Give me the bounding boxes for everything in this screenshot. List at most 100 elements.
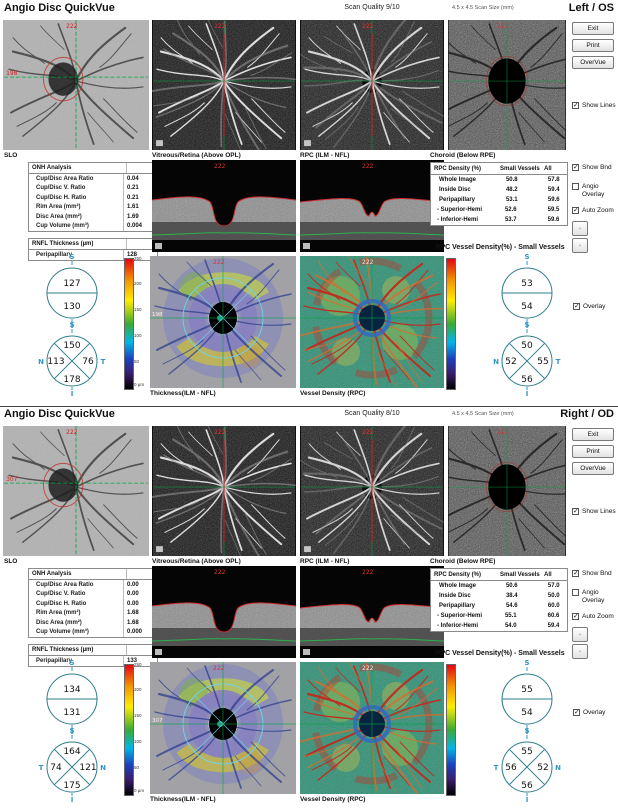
column-header-all: All bbox=[544, 165, 552, 172]
checkbox-box[interactable] bbox=[572, 508, 579, 515]
row-value-small: 54.0 bbox=[504, 623, 517, 629]
row-label: Cup Volume (mm³) bbox=[36, 223, 89, 230]
svg-text:222: 222 bbox=[362, 665, 374, 672]
zoom-in-button[interactable] bbox=[572, 221, 588, 236]
show-bnd-checkbox[interactable]: Show Bnd bbox=[572, 164, 612, 172]
table-row: Cup Volume (mm³) 0.000 bbox=[29, 627, 157, 637]
auto-zoom-checkbox[interactable]: Auto Zoom bbox=[572, 207, 614, 215]
checkbox-box[interactable] bbox=[572, 589, 579, 596]
scan-quality: Scan Quality 9/10 bbox=[344, 4, 400, 11]
overvue-button[interactable]: OverVue bbox=[572, 462, 614, 475]
rpc-density-table: RPC Density (%) Small Vessels All Whole … bbox=[430, 568, 568, 632]
table-row: Disc Area (mm²) 1.68 bbox=[29, 618, 157, 628]
vessel-density-map-label: Vessel Density (RPC) bbox=[300, 796, 366, 803]
checkbox-box[interactable] bbox=[573, 709, 580, 716]
left-quad-value: 52 bbox=[505, 357, 516, 367]
superior-quad-value: 55 bbox=[521, 747, 532, 757]
superior-letter: S bbox=[524, 321, 529, 329]
inferior-letter: I bbox=[526, 390, 529, 396]
colorbar-tick: 150 bbox=[134, 713, 142, 718]
rnfl-quadrant-diagram: S 150 113 76 178 N T I bbox=[22, 320, 122, 396]
right-quad-letter: N bbox=[100, 764, 106, 772]
row-value-small: 50.8 bbox=[505, 177, 518, 183]
thickness-colorbar: 250 200 150 100 50 0 µm bbox=[124, 662, 150, 796]
checkbox-box[interactable] bbox=[572, 613, 579, 620]
row-label: Rim Area (mm²) bbox=[36, 204, 81, 211]
table-row: Inside Disc 48.2 59.4 bbox=[431, 185, 567, 195]
lower-segmentation-line bbox=[300, 232, 444, 236]
rpc-angio-image: 222 bbox=[300, 426, 444, 556]
zoom-in-button[interactable] bbox=[572, 627, 588, 642]
colorbar-gradient bbox=[446, 258, 456, 390]
angio-overlay-checkbox[interactable]: Angio Overlay bbox=[572, 183, 612, 198]
choroid-angio-image: 222 bbox=[448, 426, 566, 556]
table-row: - Inferior-Hemi 53.7 59.6 bbox=[431, 215, 567, 225]
colorbar-tick: 100 bbox=[134, 333, 142, 338]
superior-hemi-value: 53 bbox=[521, 279, 532, 289]
row-value-small: 53.1 bbox=[505, 197, 518, 203]
row-value: 1.68 bbox=[123, 618, 157, 628]
rpc-label: RPC (ILM - NFL) bbox=[300, 152, 350, 159]
zoom-out-button[interactable] bbox=[572, 644, 588, 659]
eye-report-panel: Angio Disc QuickVue Scan Quality 8/10 4.… bbox=[0, 406, 618, 812]
row-value: 0.00 bbox=[123, 589, 157, 599]
layer-icon bbox=[303, 243, 310, 249]
show-lines-checkbox[interactable]: Show Lines bbox=[572, 508, 616, 516]
show-bnd-checkbox[interactable]: Show Bnd bbox=[572, 570, 612, 578]
vitreous-bscan-image: 222 bbox=[152, 566, 296, 658]
overvue-button[interactable]: OverVue bbox=[572, 56, 614, 69]
angio-overlay-checkbox[interactable]: Angio Overlay bbox=[572, 589, 612, 604]
overlay-checkbox[interactable]: Overlay bbox=[573, 303, 605, 311]
table-row: Rim Area (mm²) 1.68 bbox=[29, 608, 157, 618]
row-label: Cup/Disc H. Ratio bbox=[36, 600, 87, 607]
row-label: Whole Image bbox=[439, 177, 477, 183]
print-button[interactable]: Print bbox=[572, 445, 614, 458]
colorbar-tick: 100 bbox=[134, 739, 142, 744]
row-value-all: 59.4 bbox=[547, 187, 560, 193]
checkbox-label: Overlay bbox=[583, 709, 606, 716]
table-row: Peripapillary 133 bbox=[29, 656, 157, 666]
layer-icon bbox=[155, 649, 162, 655]
onh-analysis-title: ONH Analysis bbox=[32, 571, 72, 577]
colorbar-tick: 150 bbox=[134, 307, 142, 312]
table-row: Cup Volume (mm³) 0.004 bbox=[29, 221, 157, 231]
rnfl-hemisphere-diagram: S 127 130 I bbox=[22, 252, 122, 328]
checkbox-box[interactable] bbox=[573, 303, 580, 310]
table-row: Cup/Disc V. Ratio 0.21 bbox=[29, 183, 157, 193]
print-button[interactable]: Print bbox=[572, 39, 614, 52]
colorbar-gradient bbox=[124, 258, 134, 390]
row-label: Disc Area (mm²) bbox=[36, 619, 82, 626]
checkbox-label: Show Lines bbox=[582, 508, 616, 515]
superior-letter: S bbox=[524, 253, 529, 261]
checkbox-box[interactable] bbox=[572, 207, 579, 214]
inferior-hemi-value: 54 bbox=[521, 302, 533, 312]
left-quad-letter: N bbox=[493, 358, 499, 366]
row-label: Inside Disc bbox=[439, 593, 471, 599]
choroid-label: Choroid (Below RPE) bbox=[430, 152, 496, 159]
exit-button[interactable]: Exit bbox=[572, 428, 614, 441]
checkbox-box[interactable] bbox=[572, 102, 579, 109]
checkbox-box[interactable] bbox=[572, 183, 579, 190]
exit-button[interactable]: Exit bbox=[572, 22, 614, 35]
superior-letter: S bbox=[524, 727, 529, 735]
rnfl-hemisphere-diagram: S 134 131 I bbox=[22, 658, 122, 734]
row-value-all: 59.6 bbox=[547, 217, 560, 223]
zoom-out-button[interactable] bbox=[572, 238, 588, 253]
svg-text:222: 222 bbox=[362, 24, 373, 30]
overlay-checkbox[interactable]: Overlay bbox=[573, 709, 605, 717]
checkbox-box[interactable] bbox=[572, 570, 579, 577]
rpc-density-title: RPC Density (%) bbox=[434, 165, 482, 172]
inferior-quad-value: 175 bbox=[63, 781, 80, 791]
vd-hemisphere-diagram: S 53 54 I bbox=[477, 252, 577, 328]
checkbox-box[interactable] bbox=[572, 164, 579, 171]
superior-letter: S bbox=[69, 659, 74, 667]
right-quad-letter: T bbox=[556, 358, 561, 366]
superior-quad-value: 150 bbox=[63, 341, 80, 351]
table-row: Peripapillary 53.1 59.6 bbox=[431, 195, 567, 205]
auto-zoom-checkbox[interactable]: Auto Zoom bbox=[572, 613, 614, 621]
vessel-density-map-label: Vessel Density (RPC) bbox=[300, 390, 366, 397]
eye-label: Right / OD bbox=[560, 408, 614, 420]
show-lines-checkbox[interactable]: Show Lines bbox=[572, 102, 616, 110]
row-value: 0.004 bbox=[123, 221, 157, 231]
superior-hemi-value: 55 bbox=[521, 685, 532, 695]
